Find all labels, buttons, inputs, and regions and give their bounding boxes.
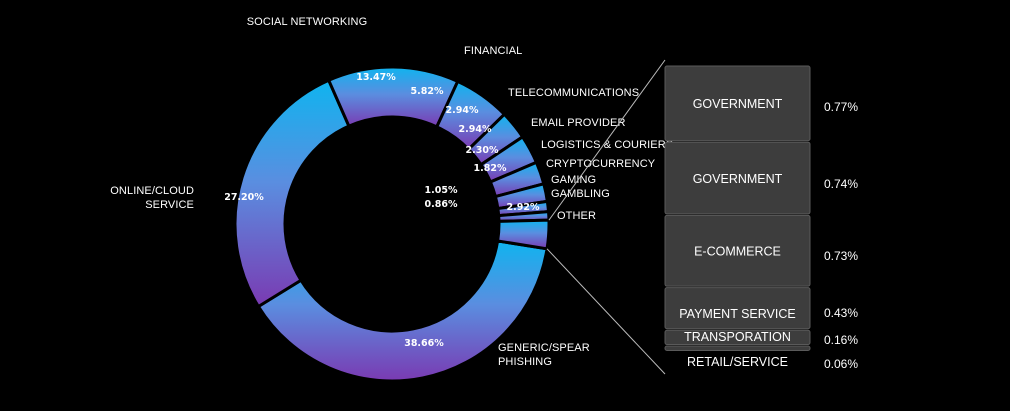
value-label-telecommunications: 2.94%	[446, 105, 479, 116]
breakdown-box-transporation-4	[664, 329, 811, 346]
category-label-financial: FINANCIAL	[464, 45, 522, 57]
breakdown-label-payment-service-3: PAYMENT SERVICE	[679, 307, 795, 321]
value-label-logistics-couriers: 2.30%	[466, 145, 499, 156]
connector-line-top	[548, 59, 666, 221]
value-label-gambling: 0.86%	[425, 199, 458, 210]
breakdown-value-retail-service-5: 0.06%	[824, 357, 858, 371]
connector-line-bottom	[546, 248, 666, 375]
breakdown-connectors	[546, 59, 666, 375]
breakdown-box-government-1	[664, 141, 811, 215]
category-label-cryptocurrency: CRYPTOCURRENCY	[546, 158, 656, 170]
category-label-logistics-couriers: LOGISTICS & COURIERS	[541, 139, 673, 151]
category-label-generic-spear-phishing: GENERIC/SPEAR PHISHING	[498, 342, 590, 368]
breakdown-value-government-0: 0.77%	[824, 100, 858, 114]
breakdown-box-retail-service-5	[664, 345, 811, 352]
donut-segment-other	[495, 218, 551, 251]
breakdown-value-transporation-4: 0.16%	[824, 333, 858, 347]
category-label-telecommunications: TELECOMMUNICATIONS	[508, 87, 639, 99]
breakdown-label-retail-service-5: RETAIL/SERVICE	[687, 355, 788, 369]
breakdown-box-government-0	[664, 65, 811, 142]
category-label-email-provider: EMAIL PROVIDER	[531, 117, 626, 129]
breakdown-box-payment-service-3	[664, 287, 811, 330]
value-label-cryptocurrency: 1.82%	[474, 163, 507, 174]
category-label-social-networking: SOCIAL NETWORKING	[247, 16, 367, 28]
value-label-financial: 5.82%	[411, 86, 444, 97]
value-label-email-provider: 2.94%	[459, 124, 492, 135]
breakdown-value-payment-service-3: 0.43%	[824, 306, 858, 320]
category-label-gambling: GAMBLING	[551, 188, 610, 200]
category-label-other: OTHER	[557, 210, 596, 222]
category-label-gaming: GAMING	[551, 174, 596, 186]
value-label-generic-spear-phishing: 38.66%	[404, 338, 444, 349]
donut-chart	[233, 65, 551, 383]
value-label-social-networking: 13.47%	[356, 72, 396, 83]
breakdown-box-e-commerce-2	[664, 214, 811, 287]
category-label-online-cloud-service: ONLINE/CLOUD SERVICE	[110, 185, 194, 211]
breakdown-label-government-0: GOVERNMENT	[693, 97, 783, 111]
breakdown-label-government-1: GOVERNMENT	[693, 172, 783, 186]
breakdown-value-government-1: 0.74%	[824, 177, 858, 191]
donut-segment-generic-spear-phishing	[256, 239, 549, 383]
other-breakdown-bar: GOVERNMENT 0.77% GOVERNMENT 0.74% E-COMMERCE…	[664, 65, 858, 371]
value-label-other: 2.92%	[507, 202, 540, 213]
breakdown-label-transporation-4: TRANSPORATION	[684, 330, 791, 344]
value-label-gaming: 1.05%	[425, 185, 458, 196]
breakdown-value-e-commerce-2: 0.73%	[824, 249, 858, 263]
breakdown-label-e-commerce-2: E-COMMERCE	[694, 245, 781, 259]
value-label-online-cloud-service: 27.20%	[224, 192, 264, 203]
